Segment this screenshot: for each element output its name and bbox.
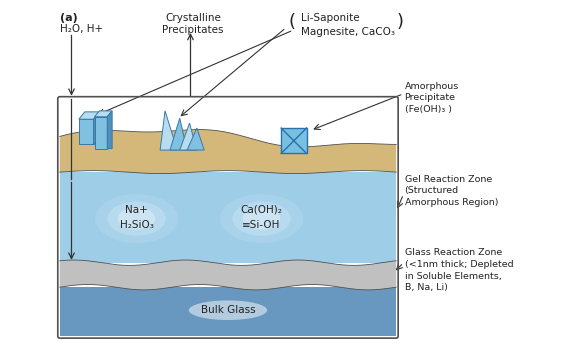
Ellipse shape: [108, 201, 166, 236]
Text: Crystalline
Precipitates: Crystalline Precipitates: [162, 13, 224, 35]
Bar: [59, 172, 396, 263]
Polygon shape: [59, 130, 396, 173]
Bar: [281, 128, 307, 154]
Ellipse shape: [243, 207, 280, 230]
Text: (a): (a): [59, 13, 77, 23]
Bar: [94, 117, 107, 149]
Polygon shape: [170, 118, 187, 150]
Polygon shape: [187, 128, 204, 150]
Polygon shape: [107, 111, 112, 149]
Text: Amorphous
Precipitate
(Fe(OH)₃ ): Amorphous Precipitate (Fe(OH)₃ ): [404, 81, 459, 114]
Polygon shape: [59, 260, 396, 290]
Polygon shape: [94, 111, 112, 117]
Polygon shape: [160, 111, 177, 150]
Bar: [59, 287, 396, 336]
Polygon shape: [79, 112, 100, 119]
Ellipse shape: [189, 301, 267, 320]
Ellipse shape: [118, 207, 156, 230]
Text: Li-Saponite
Magnesite, CaCO₃: Li-Saponite Magnesite, CaCO₃: [301, 13, 395, 37]
Text: Na+
H₂SiO₃: Na+ H₂SiO₃: [120, 205, 153, 229]
Text: Ca(OH)₂
≡Si-OH: Ca(OH)₂ ≡Si-OH: [241, 205, 283, 229]
Bar: [79, 119, 94, 144]
Ellipse shape: [95, 194, 178, 243]
Polygon shape: [180, 123, 197, 150]
Text: ): ): [396, 13, 403, 31]
Ellipse shape: [220, 194, 303, 243]
Text: Glass Reaction Zone
(<1nm thick; Depleted
in Soluble Elements,
B, Na, Li): Glass Reaction Zone (<1nm thick; Deplete…: [404, 248, 513, 292]
Text: Bulk Glass: Bulk Glass: [201, 305, 255, 315]
Text: H₂O, H+: H₂O, H+: [59, 24, 103, 34]
Text: (: (: [288, 13, 296, 31]
Ellipse shape: [232, 201, 291, 236]
Text: Gel Reaction Zone
(Structured
Amorphous Region): Gel Reaction Zone (Structured Amorphous …: [404, 175, 498, 207]
Polygon shape: [94, 112, 100, 144]
